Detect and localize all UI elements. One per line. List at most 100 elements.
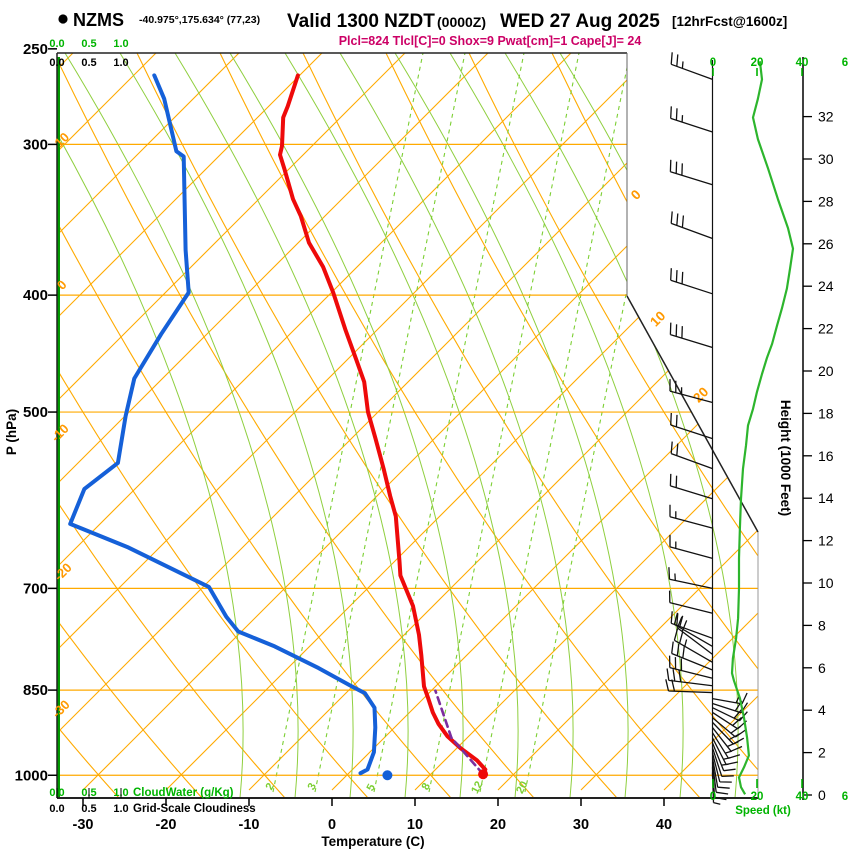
- height-tick-label: 30: [818, 151, 834, 167]
- temperature-tick-label: 40: [656, 817, 672, 833]
- temperature-tick-label: 20: [490, 817, 506, 833]
- mixing-ratio-label: 8: [420, 781, 433, 792]
- temperature-tick-label: -20: [156, 817, 177, 833]
- pressure-tick-label: 1000: [15, 767, 48, 784]
- height-tick-label: 10: [818, 575, 834, 591]
- isotherm-line: [57, 53, 572, 791]
- pressure-axis-title: P (hPa): [4, 409, 19, 455]
- wind-barb: [669, 534, 713, 559]
- speed-axis-title: Speed (kt): [735, 805, 791, 817]
- cloudiness-scale-label-bottom: 1.0: [113, 803, 128, 815]
- dry-adiabat-line: [468, 53, 758, 798]
- wind-barb: [671, 641, 713, 671]
- temperature-tick-label: 0: [328, 817, 336, 833]
- isotherm-line: [57, 53, 489, 791]
- dry-adiabat-label: -30: [49, 697, 73, 721]
- mixing-ratio-line: [479, 53, 631, 793]
- plot-border: [626, 295, 759, 533]
- dry-adiabat-line: [57, 53, 535, 798]
- height-tick-label: 4: [818, 702, 826, 718]
- mixing-ratio-line: [428, 53, 580, 793]
- moist-adiabat-line: [284, 53, 519, 798]
- speed-tick-label-top: 20: [751, 57, 764, 69]
- cloudwater-scale-label-top: 0.0: [49, 38, 64, 50]
- mixing-ratio-line: [272, 53, 424, 793]
- cloudiness-scale-label-top: 0.5: [81, 57, 96, 69]
- mixing-ratio-line: [524, 53, 676, 793]
- isotherm-line: [57, 53, 406, 791]
- wind-barb: [666, 668, 713, 687]
- speed-tick-label-bottom: 20: [751, 791, 764, 803]
- surface-temp-dot: [478, 769, 489, 780]
- stability-indices: Plcl=824 Tlcl[C]=0 Shox=9 Pwat[cm]=1 Cap…: [339, 34, 642, 48]
- mixing-ratio-line: [373, 53, 525, 793]
- station-coordinates: -40.975°,175.634° (77,23): [139, 14, 260, 26]
- speed-tick-label-top: 40: [796, 57, 809, 69]
- wind-barb: [668, 567, 713, 590]
- dewpoint-curve: [68, 73, 378, 776]
- isotherm-label: 0: [628, 187, 644, 203]
- height-tick-label: 22: [818, 321, 834, 337]
- isotherm-line: [57, 53, 157, 791]
- wind-barb: [669, 473, 713, 500]
- forecast-hour-label: [12hrFcst@1600z]: [672, 14, 787, 29]
- height-tick-label: 28: [818, 193, 834, 209]
- mixing-ratio-label: 20: [514, 779, 530, 795]
- wind-barb: [670, 52, 713, 80]
- wind-barb: [711, 752, 732, 783]
- isotherm-line: [331, 53, 758, 791]
- isotherm-line: [57, 53, 240, 791]
- cloudwater-scale-label-top: 0.5: [81, 38, 96, 50]
- pressure-tick-label: 300: [23, 136, 48, 153]
- height-tick-label: 18: [818, 405, 834, 421]
- wind-barb: [711, 732, 741, 759]
- moist-adiabat-line: [339, 53, 574, 798]
- wind-barb: [670, 106, 713, 133]
- isotherm-line: [580, 53, 758, 791]
- isotherm-label: 10: [647, 308, 668, 329]
- wind-speed-curve: [730, 61, 795, 795]
- mixing-ratio-label: 2: [264, 781, 277, 792]
- pressure-tick-label: 400: [23, 287, 48, 304]
- wind-barb: [670, 211, 713, 240]
- isotherm-line: [165, 53, 758, 791]
- height-tick-label: 12: [818, 533, 834, 549]
- wind-barb: [669, 159, 713, 186]
- wind-barb-column: [665, 52, 795, 805]
- wind-barb: [668, 655, 713, 679]
- wind-barb: [669, 379, 713, 404]
- height-tick-label: 24: [818, 278, 834, 294]
- wind-barb: [676, 616, 713, 655]
- dry-adiabat-line: [385, 53, 758, 798]
- wind-barb: [668, 590, 713, 614]
- wind-barb: [711, 727, 743, 752]
- wind-barb: [711, 742, 736, 772]
- wind-barb: [711, 747, 734, 778]
- plot-frame: [56, 52, 759, 799]
- pressure-tick-label: 700: [23, 580, 48, 597]
- isotherm-line: [57, 53, 655, 791]
- moist-adiabat-line: [64, 53, 299, 798]
- height-tick-label: 16: [818, 448, 834, 464]
- mixing-ratio-label: 5: [365, 782, 378, 793]
- isotherm-label: 20: [690, 384, 711, 405]
- height-tick-label: 20: [818, 363, 834, 379]
- height-tick-label: 14: [818, 490, 834, 506]
- height-tick-label: 32: [818, 109, 834, 125]
- wind-barb: [670, 441, 713, 470]
- temperature-tick-label: 30: [573, 817, 589, 833]
- moist-adiabat-line: [449, 53, 684, 798]
- isotherm-line: [414, 53, 758, 791]
- valid-zulu-label: (0000Z): [437, 14, 486, 30]
- dry-adiabat-line: [57, 53, 203, 798]
- valid-date-label: WED 27 Aug 2025: [500, 11, 660, 32]
- pressure-tick-label: 250: [23, 41, 48, 58]
- pressure-tick-label: 500: [23, 404, 48, 421]
- cloudiness-scale-label-top: 0.0: [49, 57, 64, 69]
- mixing-ratio-label: 3: [306, 781, 319, 792]
- bullet-icon: [58, 14, 68, 24]
- wind-barb: [669, 322, 713, 349]
- cloudwater-scale-label-top: 1.0: [113, 38, 128, 50]
